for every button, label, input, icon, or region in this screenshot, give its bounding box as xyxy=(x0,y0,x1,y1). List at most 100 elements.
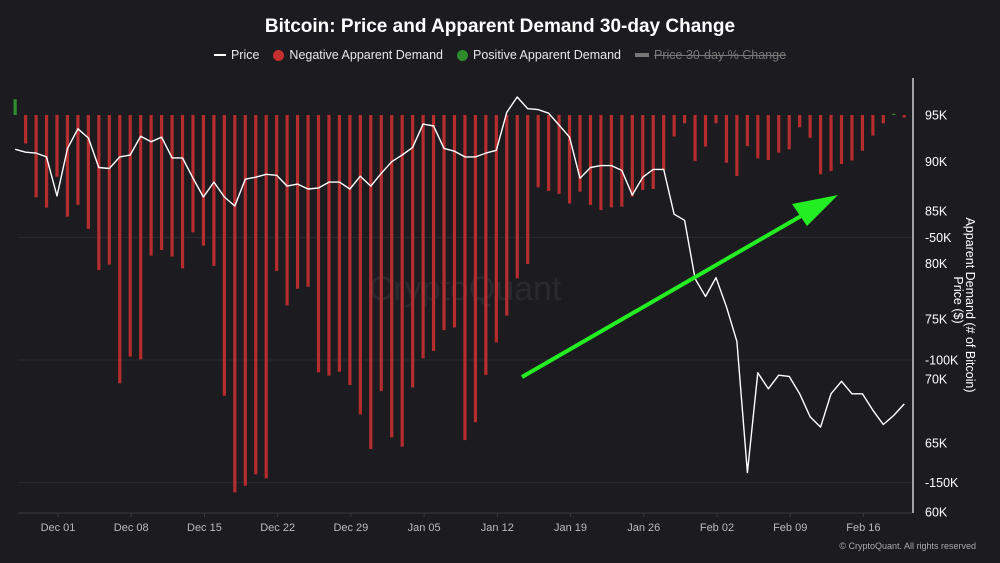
negative-demand-bar[interactable] xyxy=(316,115,321,373)
negative-demand-bar[interactable] xyxy=(609,115,613,208)
negative-demand-bar[interactable] xyxy=(107,115,111,265)
green-dot-icon xyxy=(457,49,468,61)
negative-demand-bar[interactable] xyxy=(306,115,310,287)
legend-label: Positive Apparent Demand xyxy=(473,48,622,62)
negative-demand-bar[interactable] xyxy=(557,115,561,194)
negative-demand-bar[interactable] xyxy=(567,115,572,204)
negative-demand-bar[interactable] xyxy=(787,115,791,150)
negative-demand-bar[interactable] xyxy=(871,115,875,136)
x-tick-label: Feb 02 xyxy=(700,522,734,534)
negative-demand-bar[interactable] xyxy=(494,115,498,343)
negative-demand-bar[interactable] xyxy=(599,115,603,211)
negative-demand-bar[interactable] xyxy=(411,115,415,388)
negative-demand-bar[interactable] xyxy=(160,115,164,250)
negative-demand-bar[interactable] xyxy=(672,115,676,137)
negative-demand-bar[interactable] xyxy=(630,115,634,197)
negative-demand-bar[interactable] xyxy=(442,115,446,331)
negative-demand-bar[interactable] xyxy=(212,115,216,266)
demand-tick-label: -100K xyxy=(925,354,959,368)
negative-demand-bar[interactable] xyxy=(714,115,718,124)
negative-demand-bar[interactable] xyxy=(421,115,425,359)
negative-demand-bar[interactable] xyxy=(651,115,655,189)
legend-item-price-change[interactable]: Price 30-day % Change xyxy=(635,48,786,62)
negative-demand-bar[interactable] xyxy=(390,115,394,438)
negative-demand-bar[interactable] xyxy=(24,115,28,144)
negative-demand-bar[interactable] xyxy=(536,115,540,188)
negative-demand-bar[interactable] xyxy=(526,115,530,264)
negative-demand-bar[interactable] xyxy=(55,115,59,177)
negative-demand-bar[interactable] xyxy=(233,115,237,493)
price-tick-label: 65K xyxy=(925,436,948,450)
negative-demand-bar[interactable] xyxy=(724,115,729,163)
negative-demand-bar[interactable] xyxy=(128,115,132,357)
negative-demand-bar[interactable] xyxy=(275,115,279,272)
negative-demand-bar[interactable] xyxy=(693,115,697,162)
legend-item-price[interactable]: Price xyxy=(213,48,260,62)
negative-demand-bar[interactable] xyxy=(745,115,749,147)
negative-demand-bar[interactable] xyxy=(264,115,268,479)
legend-label: Negative Apparent Demand xyxy=(289,48,443,62)
negative-demand-bar[interactable] xyxy=(818,115,823,175)
negative-demand-bar[interactable] xyxy=(808,115,812,138)
negative-demand-bar[interactable] xyxy=(201,115,206,246)
negative-demand-bar[interactable] xyxy=(756,115,760,159)
negative-demand-bar[interactable] xyxy=(170,115,174,257)
negative-demand-bar[interactable] xyxy=(547,115,551,191)
negative-demand-bar[interactable] xyxy=(139,115,143,360)
negative-demand-bar[interactable] xyxy=(358,115,362,415)
negative-demand-bar[interactable] xyxy=(65,115,70,217)
negative-demand-bar[interactable] xyxy=(620,115,624,207)
legend-item-negative[interactable]: Negative Apparent Demand xyxy=(273,48,443,62)
negative-demand-bar[interactable] xyxy=(452,115,457,328)
negative-demand-bar[interactable] xyxy=(588,115,593,205)
negative-demand-bar[interactable] xyxy=(222,115,226,396)
negative-demand-bar[interactable] xyxy=(254,115,258,475)
negative-demand-bar[interactable] xyxy=(243,115,247,486)
negative-demand-bar[interactable] xyxy=(578,115,582,192)
legend-item-positive[interactable]: Positive Apparent Demand xyxy=(457,48,621,62)
negative-demand-bar[interactable] xyxy=(473,115,477,423)
negative-demand-bar[interactable] xyxy=(683,115,687,124)
negative-demand-bar[interactable] xyxy=(34,115,38,198)
negative-demand-bar[interactable] xyxy=(327,115,331,376)
negative-demand-bar[interactable] xyxy=(369,115,373,449)
price-line[interactable] xyxy=(15,96,905,474)
negative-demand-bar[interactable] xyxy=(149,115,153,256)
negative-demand-bar[interactable] xyxy=(76,115,80,205)
negative-demand-bar[interactable] xyxy=(777,115,781,153)
negative-demand-bar[interactable] xyxy=(431,115,436,351)
positive-demand-bar[interactable] xyxy=(13,99,17,115)
negative-demand-bar[interactable] xyxy=(484,115,488,375)
negative-demand-bar[interactable] xyxy=(97,115,101,271)
legend-label: Price xyxy=(230,48,260,62)
negative-demand-bar[interactable] xyxy=(86,115,90,229)
x-tick-label: Feb 16 xyxy=(846,522,880,534)
negative-demand-bar[interactable] xyxy=(337,115,342,372)
negative-demand-bar[interactable] xyxy=(515,115,519,279)
negative-demand-bar[interactable] xyxy=(902,115,906,118)
negative-demand-bar[interactable] xyxy=(285,115,289,306)
negative-demand-bar[interactable] xyxy=(829,115,833,172)
negative-demand-bar[interactable] xyxy=(379,115,383,392)
negative-demand-bar[interactable] xyxy=(735,115,739,177)
negative-demand-bar[interactable] xyxy=(703,115,708,147)
negative-demand-bar[interactable] xyxy=(766,115,770,161)
negative-demand-bar[interactable] xyxy=(839,115,844,164)
negative-demand-bar[interactable] xyxy=(641,115,645,190)
negative-demand-bar[interactable] xyxy=(191,115,195,233)
negative-demand-bar[interactable] xyxy=(662,115,666,170)
negative-demand-bar[interactable] xyxy=(295,115,300,289)
negative-demand-bar[interactable] xyxy=(180,115,185,269)
positive-demand-bar[interactable] xyxy=(892,113,896,115)
negative-demand-bar[interactable] xyxy=(505,115,509,316)
negative-demand-bar[interactable] xyxy=(400,115,404,447)
negative-demand-bar[interactable] xyxy=(118,115,122,384)
negative-demand-bar[interactable] xyxy=(860,115,865,151)
negative-demand-bar[interactable] xyxy=(463,115,467,441)
negative-demand-bar[interactable] xyxy=(881,115,885,124)
negative-demand-bar[interactable] xyxy=(44,115,49,208)
negative-demand-bar[interactable] xyxy=(348,115,352,385)
negative-demand-bar[interactable] xyxy=(798,115,802,128)
negative-demand-bar[interactable] xyxy=(850,115,854,161)
